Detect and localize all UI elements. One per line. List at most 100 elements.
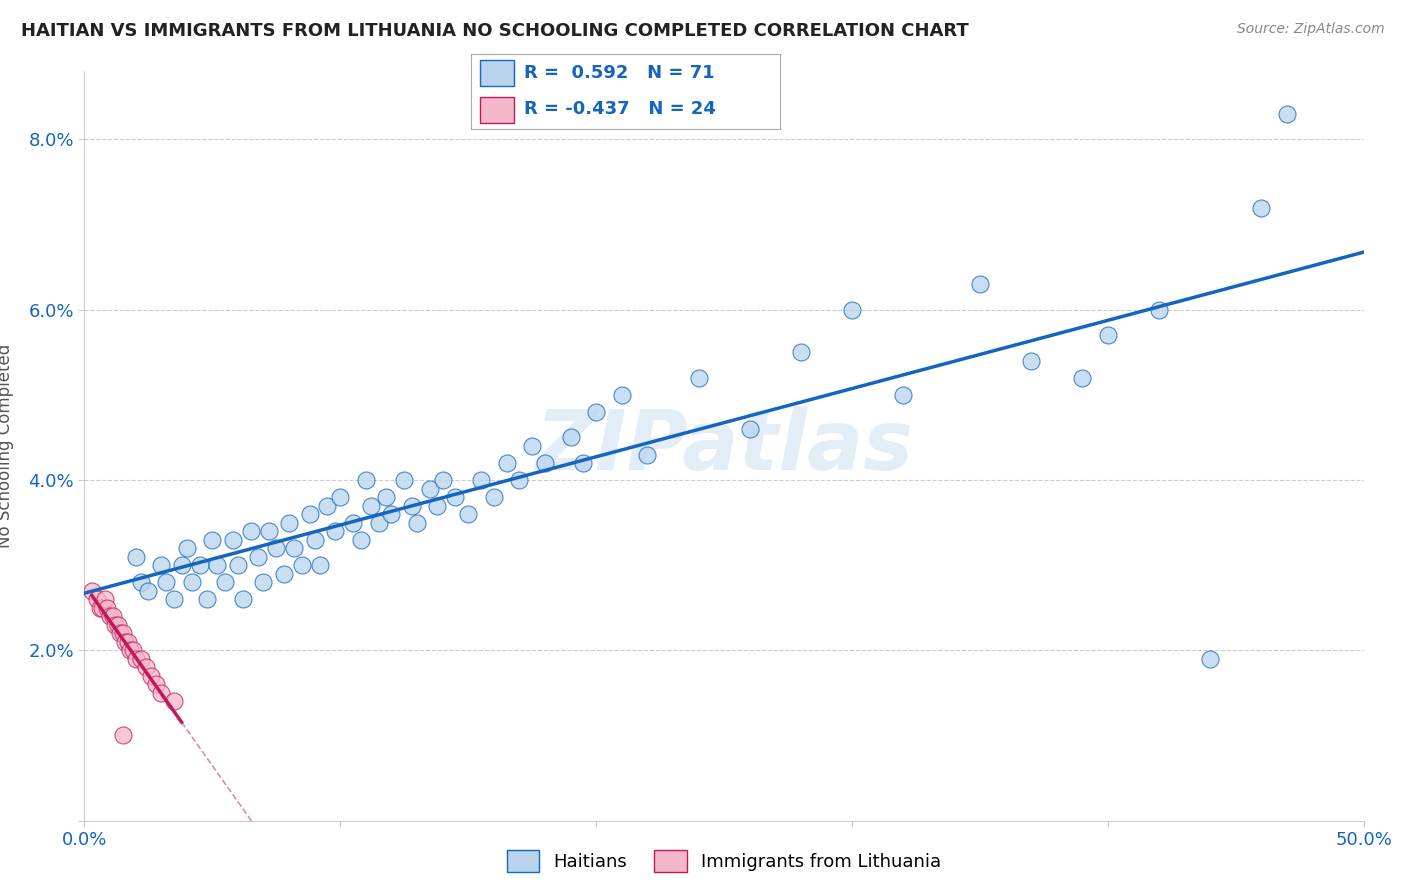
- Point: [124, 652, 146, 666]
- Point: [432, 473, 454, 487]
- Point: [444, 490, 467, 504]
- Point: [108, 626, 131, 640]
- Point: [232, 592, 254, 607]
- Point: [96, 600, 118, 615]
- Point: [426, 499, 449, 513]
- Point: [495, 456, 517, 470]
- Point: [273, 566, 295, 581]
- Point: [1019, 354, 1042, 368]
- Point: [89, 600, 111, 615]
- Point: [107, 617, 129, 632]
- Point: [257, 524, 280, 538]
- Point: [316, 499, 339, 513]
- Point: [738, 422, 761, 436]
- Point: [129, 652, 152, 666]
- Point: [94, 592, 117, 607]
- Point: [101, 609, 124, 624]
- Text: ZIPatlas: ZIPatlas: [536, 406, 912, 486]
- Point: [283, 541, 305, 556]
- Point: [560, 430, 582, 444]
- Point: [891, 388, 914, 402]
- Point: [150, 558, 173, 573]
- Point: [1199, 652, 1222, 666]
- Point: [1097, 328, 1119, 343]
- Text: HAITIAN VS IMMIGRANTS FROM LITHUANIA NO SCHOOLING COMPLETED CORRELATION CHART: HAITIAN VS IMMIGRANTS FROM LITHUANIA NO …: [21, 22, 969, 40]
- Point: [86, 592, 108, 607]
- Point: [375, 490, 398, 504]
- Point: [138, 583, 160, 598]
- Point: [394, 473, 416, 487]
- Point: [688, 371, 710, 385]
- Point: [122, 643, 145, 657]
- Y-axis label: No Schooling Completed: No Schooling Completed: [0, 344, 14, 548]
- Point: [329, 490, 352, 504]
- Point: [207, 558, 229, 573]
- Point: [470, 473, 492, 487]
- Point: [247, 549, 270, 564]
- Point: [350, 533, 373, 547]
- Point: [298, 507, 321, 521]
- Point: [278, 516, 301, 530]
- Point: [969, 277, 991, 292]
- Point: [98, 609, 121, 624]
- Point: [841, 302, 863, 317]
- Point: [163, 592, 186, 607]
- Point: [155, 575, 177, 590]
- Text: R = -0.437   N = 24: R = -0.437 N = 24: [523, 100, 716, 119]
- Point: [264, 541, 288, 556]
- Point: [636, 448, 658, 462]
- FancyBboxPatch shape: [481, 97, 515, 123]
- Point: [222, 533, 245, 547]
- Point: [226, 558, 249, 573]
- Point: [111, 626, 134, 640]
- Legend: Haitians, Immigrants from Lithuania: Haitians, Immigrants from Lithuania: [499, 843, 949, 879]
- Point: [790, 345, 813, 359]
- Point: [1250, 201, 1272, 215]
- Point: [120, 643, 142, 657]
- Point: [367, 516, 389, 530]
- Text: Source: ZipAtlas.com: Source: ZipAtlas.com: [1237, 22, 1385, 37]
- Point: [214, 575, 236, 590]
- Point: [252, 575, 274, 590]
- Point: [520, 439, 543, 453]
- Point: [195, 592, 218, 607]
- Point: [163, 694, 186, 708]
- Point: [180, 575, 202, 590]
- Point: [239, 524, 262, 538]
- Point: [1147, 302, 1170, 317]
- Point: [176, 541, 198, 556]
- Point: [91, 600, 114, 615]
- Point: [342, 516, 364, 530]
- FancyBboxPatch shape: [481, 61, 515, 87]
- Point: [308, 558, 330, 573]
- Point: [135, 660, 157, 674]
- Point: [304, 533, 326, 547]
- Point: [139, 669, 162, 683]
- Point: [401, 499, 423, 513]
- Point: [201, 533, 224, 547]
- Point: [145, 677, 167, 691]
- Point: [610, 388, 633, 402]
- Point: [114, 635, 136, 649]
- Point: [150, 686, 173, 700]
- Point: [534, 456, 557, 470]
- Point: [188, 558, 211, 573]
- Point: [1071, 371, 1094, 385]
- Point: [80, 583, 103, 598]
- Point: [585, 405, 607, 419]
- Point: [457, 507, 479, 521]
- Point: [104, 617, 127, 632]
- Point: [360, 499, 382, 513]
- Point: [323, 524, 346, 538]
- Point: [129, 575, 152, 590]
- Text: R =  0.592   N = 71: R = 0.592 N = 71: [523, 64, 714, 82]
- Point: [291, 558, 314, 573]
- Point: [170, 558, 193, 573]
- Point: [508, 473, 530, 487]
- Point: [406, 516, 429, 530]
- Point: [1275, 107, 1298, 121]
- Point: [111, 729, 134, 743]
- Point: [354, 473, 377, 487]
- Point: [482, 490, 505, 504]
- Point: [380, 507, 402, 521]
